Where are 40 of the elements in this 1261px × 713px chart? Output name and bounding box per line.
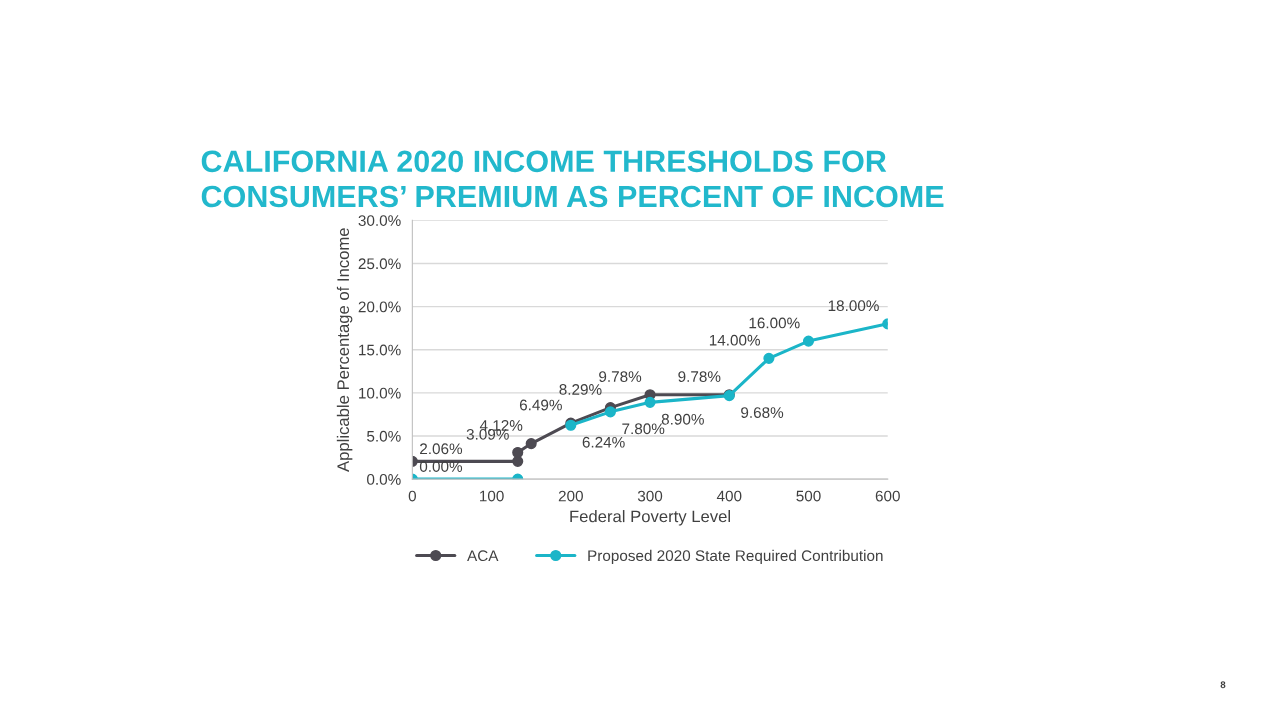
point <box>604 406 616 418</box>
point <box>525 438 537 450</box>
x-axis-title: Federal Poverty Level <box>570 510 730 526</box>
x-tick-label: 300 <box>637 490 663 502</box>
x-tick-label: 0 <box>408 490 416 502</box>
y-tick-label: 20.0% <box>358 301 401 313</box>
data-label: 0.00% <box>419 461 463 472</box>
data-label: 9.78% <box>678 371 721 383</box>
x-tick-label: 500 <box>796 490 821 502</box>
x-tick-label: 400 <box>716 490 742 502</box>
legend-label: Proposed 2020 State Required Contribution <box>588 549 883 565</box>
x-tick-label: 200 <box>558 490 583 502</box>
data-label: 4.12% <box>479 420 523 431</box>
data-label: 14.00% <box>709 334 761 346</box>
data-label: 9.68% <box>741 407 784 418</box>
x-tick-label: 600 <box>875 490 900 502</box>
data-label: 9.78% <box>599 371 642 383</box>
x-tick-label: 100 <box>480 490 504 502</box>
data-label: 6.24% <box>582 436 625 448</box>
data-label: 18.00% <box>828 300 879 312</box>
y-tick-label: 10.0% <box>359 387 401 399</box>
y-tick-label: 0.0% <box>367 474 401 485</box>
legend-label: ACA <box>467 550 499 562</box>
data-label: 7.80% <box>622 423 665 435</box>
chart-title: CALIFORNIA 2020 INCOME THRESHOLDS FOR CONSUMERS’ PREMIUM AS PERCENT OF INCOME <box>201 150 944 208</box>
data-label: 2.06% <box>420 443 463 455</box>
y-tick-label: 15.0% <box>359 344 401 356</box>
data-label: 6.49% <box>519 399 562 411</box>
point <box>644 396 656 408</box>
data-label: 16.00% <box>749 317 800 329</box>
y-tick-label: 25.0% <box>358 258 401 270</box>
y-tick-label: 5.0% <box>367 430 401 442</box>
y-tick-label: 30.0% <box>358 215 401 226</box>
text: 8 <box>1220 681 1226 689</box>
data-label: 8.29% <box>559 384 602 395</box>
y-axis-title: Applicable Percentage of Income <box>336 228 353 472</box>
point <box>763 352 775 364</box>
data-label: 8.90% <box>661 413 704 425</box>
point <box>802 335 815 347</box>
data-label: 3.09% <box>466 428 509 440</box>
